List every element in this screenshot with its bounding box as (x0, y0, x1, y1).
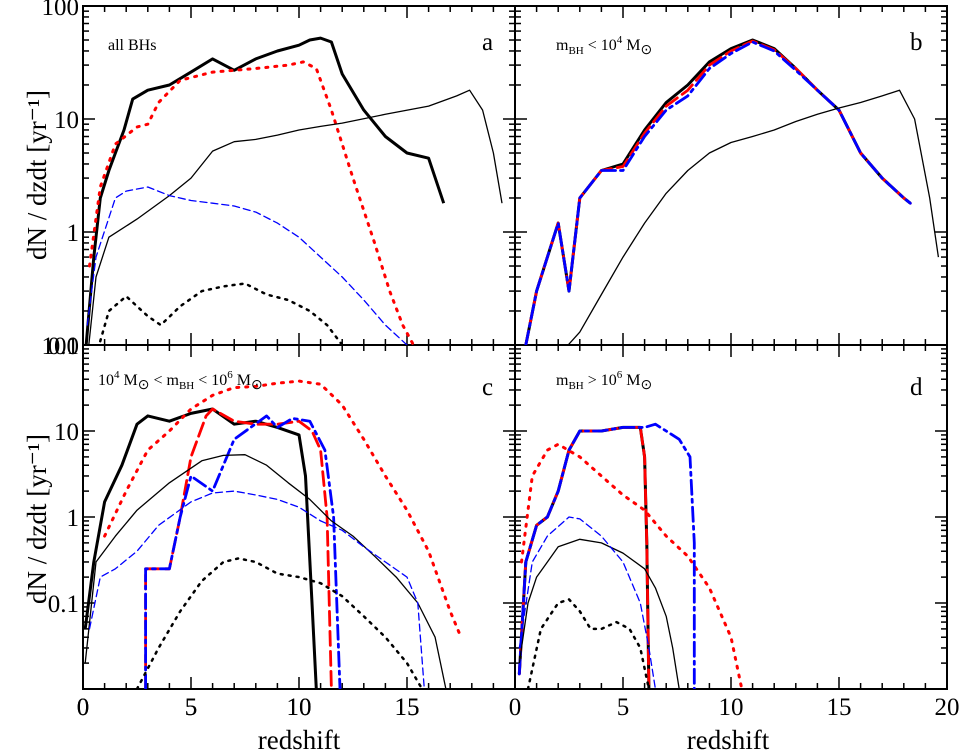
x-tick-label-c: 0 (77, 694, 90, 721)
series-a-blue-dashed (86, 186, 408, 345)
series-d-red-dotted (520, 442, 744, 689)
series-group-d (517, 422, 744, 689)
series-a-red-dotted (88, 60, 415, 345)
series-c-thin-black-solid (84, 454, 447, 689)
x-tick-label-d: 5 (617, 694, 630, 721)
panel-frame-a (82, 5, 516, 346)
x-tick-label-a: 15 (395, 694, 420, 721)
annotation-c: 104 M⊙ < mBH < 106 M⊙ (98, 369, 263, 393)
x-tick-label-a: 0 (77, 694, 90, 721)
y-tick-label-c: 0.1 (48, 591, 79, 618)
series-b-red-dashed (524, 39, 912, 345)
series-group-b (524, 38, 940, 345)
panel-letter-c: c (482, 374, 493, 401)
y-tick-label-a: 100 (42, 0, 80, 21)
annotation-d: mBH > 106 M⊙ (556, 369, 652, 393)
x-tick-label-c: 5 (185, 694, 198, 721)
x-tick-label-a: 5 (185, 694, 198, 721)
series-a-thin-black-solid (88, 89, 503, 345)
series-d-thin-black-solid (518, 538, 680, 689)
y-axis-title-top: dN / dzdt [yr⁻¹] (22, 90, 52, 260)
series-lines (83, 36, 940, 689)
series-c-blue-dashdot (144, 414, 342, 689)
x-axis-title-right: redshift (687, 725, 770, 755)
x-tick-label-d: 0 (509, 694, 522, 721)
x-tick-label-d: 20 (935, 694, 960, 721)
y-axis-title-bottom: dN / dzdt [yr⁻¹] (22, 434, 52, 604)
series-b-thick-black-solid (524, 38, 912, 345)
panel-frame-c (82, 344, 516, 690)
panel-letter-d: d (910, 374, 923, 401)
x-axis-title-left: redshift (258, 725, 341, 755)
panel-letter-b: b (910, 29, 923, 56)
series-group-c (83, 379, 463, 689)
series-c-red-dotted (103, 379, 463, 639)
x-tick-label-d: 10 (719, 694, 744, 721)
series-a-black-dotted (97, 282, 344, 345)
y-tick-label-a: 1 (67, 220, 80, 247)
y-tick-label-c: 10 (54, 419, 79, 446)
series-group-a (84, 36, 503, 345)
y-tick-label-a: 0.1 (48, 333, 79, 360)
series-d-black-dotted (526, 598, 651, 689)
y-tick-label-a: 10 (54, 107, 79, 134)
series-c-blue-dashed (88, 490, 425, 689)
annotation-a: all BHs (108, 37, 156, 54)
series-b-thin-black-solid (567, 89, 940, 345)
y-tick-label-c: 100 (42, 333, 80, 360)
series-c-black-dotted (135, 557, 424, 689)
series-c-thick-black-solid (83, 407, 318, 689)
x-tick-label-c: 10 (287, 694, 312, 721)
x-tick-label-a: 10 (287, 694, 312, 721)
axis-ticks (82, 5, 948, 690)
panel-letter-a: a (482, 29, 493, 56)
series-a-thick-black-solid (84, 36, 446, 345)
x-tick-label-d: 15 (827, 694, 852, 721)
panel-frame-d (514, 344, 948, 690)
series-d-blue-dashdot (517, 422, 696, 689)
annotation-b: mBH < 104 M⊙ (556, 34, 652, 58)
x-tick-label-c: 15 (395, 694, 420, 721)
y-tick-label-c: 1 (67, 505, 80, 532)
series-d-blue-dashed (518, 516, 657, 689)
series-b-blue-dashdot (524, 40, 912, 345)
